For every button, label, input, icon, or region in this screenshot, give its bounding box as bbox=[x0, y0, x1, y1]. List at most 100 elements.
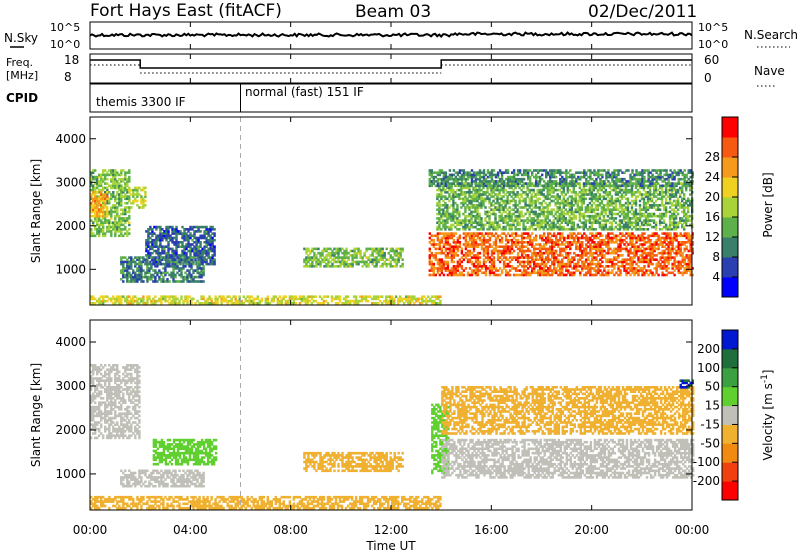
echo-cell bbox=[458, 228, 460, 231]
echo-cell bbox=[443, 274, 445, 277]
echo-cell bbox=[461, 265, 463, 268]
echo-cell bbox=[667, 267, 669, 270]
echo-cell bbox=[435, 252, 437, 255]
echo-cell bbox=[615, 263, 617, 266]
echo-cell bbox=[526, 208, 528, 211]
echo-cell bbox=[194, 302, 196, 305]
echo-cell bbox=[347, 295, 349, 298]
echo-cell bbox=[315, 254, 317, 257]
echo-cell bbox=[433, 263, 435, 266]
echo-cell bbox=[267, 295, 269, 298]
noise-trace bbox=[90, 33, 692, 37]
echo-cell bbox=[496, 221, 498, 224]
echo-cell bbox=[581, 241, 583, 244]
echo-cell bbox=[479, 252, 481, 255]
noise-tick-top-left: 10^5 bbox=[50, 21, 80, 34]
echo-cell bbox=[261, 298, 263, 301]
echo-cell bbox=[615, 256, 617, 259]
noise-search-label: N.Search bbox=[744, 28, 798, 42]
echo-cell bbox=[202, 256, 204, 259]
echo-cell bbox=[501, 237, 503, 240]
echo-cell bbox=[202, 280, 204, 283]
echo-cell bbox=[535, 235, 537, 238]
cpid-label: CPID bbox=[6, 91, 38, 105]
echo-cell bbox=[402, 263, 404, 266]
echo-cell bbox=[194, 276, 196, 279]
echo-cell bbox=[136, 200, 138, 203]
freq-label-line2: [MHz] bbox=[6, 69, 38, 82]
freq-panel: 18 8 60 0 Freq. [MHz] Nave bbox=[6, 53, 785, 86]
echo-cell bbox=[539, 198, 541, 201]
echo-cell bbox=[104, 187, 106, 190]
echo-cell bbox=[645, 248, 647, 251]
echo-cell bbox=[144, 187, 146, 190]
echo-cell bbox=[122, 280, 124, 283]
nave-tick-bottom: 0 bbox=[704, 71, 712, 85]
echo-cell bbox=[587, 189, 589, 192]
echo-cell bbox=[359, 250, 361, 253]
echo-cell bbox=[615, 272, 617, 275]
echo-cell bbox=[164, 295, 166, 298]
echo-cell bbox=[100, 191, 102, 194]
echo-cell bbox=[465, 267, 467, 270]
echo-cell bbox=[601, 261, 603, 264]
echo-cell bbox=[194, 280, 196, 283]
echo-cell bbox=[587, 215, 589, 218]
echo-cell bbox=[561, 232, 563, 235]
freq-trace bbox=[90, 60, 692, 68]
echo-cell bbox=[585, 258, 587, 261]
echo-cell bbox=[193, 241, 195, 244]
echo-cell bbox=[587, 193, 589, 196]
echo-cell bbox=[202, 295, 204, 298]
echo-cell bbox=[611, 195, 613, 198]
echo-cell bbox=[459, 241, 461, 244]
echo-cell bbox=[533, 189, 535, 192]
echo-cell bbox=[675, 250, 677, 253]
echo-cell bbox=[531, 232, 533, 235]
power-echo-cells bbox=[90, 169, 694, 304]
echo-cell bbox=[621, 254, 623, 257]
echo-cell bbox=[643, 232, 645, 235]
echo-cell bbox=[525, 237, 527, 240]
echo-cell bbox=[106, 195, 108, 198]
echo-cell bbox=[457, 254, 459, 257]
echo-cell bbox=[355, 295, 357, 298]
echo-cell bbox=[669, 232, 671, 235]
echo-cell bbox=[429, 248, 431, 251]
echo-cell bbox=[526, 217, 528, 220]
echo-cell bbox=[518, 228, 520, 231]
echo-cell bbox=[142, 280, 144, 283]
echo-cell bbox=[543, 232, 545, 235]
echo-cell bbox=[386, 248, 388, 251]
echo-cell bbox=[134, 187, 136, 190]
echo-cell bbox=[317, 248, 319, 251]
cpid-segment-2-label: normal (fast) 151 IF bbox=[245, 85, 364, 99]
echo-cell bbox=[210, 298, 212, 301]
echo-cell bbox=[595, 228, 597, 231]
echo-cell bbox=[164, 258, 166, 261]
echo-cell bbox=[464, 215, 466, 218]
echo-cell bbox=[104, 193, 106, 196]
echo-cell bbox=[615, 235, 617, 238]
echo-cell bbox=[402, 248, 404, 251]
echo-cell bbox=[675, 245, 677, 248]
echo-cell bbox=[480, 217, 482, 220]
echo-cell bbox=[525, 269, 527, 272]
noise-tick-bottom-right: 10^0 bbox=[698, 38, 728, 51]
echo-cell bbox=[375, 295, 377, 298]
echo-cell bbox=[447, 261, 449, 264]
echo-cell bbox=[557, 226, 559, 229]
echo-cell bbox=[455, 232, 457, 235]
echo-cell bbox=[557, 193, 559, 196]
echo-cell bbox=[461, 248, 463, 251]
echo-cell bbox=[555, 235, 557, 238]
noise-tick-bottom-left: 10^0 bbox=[50, 38, 80, 51]
echo-cell bbox=[496, 206, 498, 209]
echo-cell bbox=[180, 295, 182, 298]
echo-cell bbox=[193, 230, 195, 233]
echo-cell bbox=[587, 204, 589, 207]
echo-cell bbox=[213, 239, 215, 242]
echo-cell bbox=[134, 193, 136, 196]
noise-sky-label: N.Sky bbox=[4, 31, 38, 45]
